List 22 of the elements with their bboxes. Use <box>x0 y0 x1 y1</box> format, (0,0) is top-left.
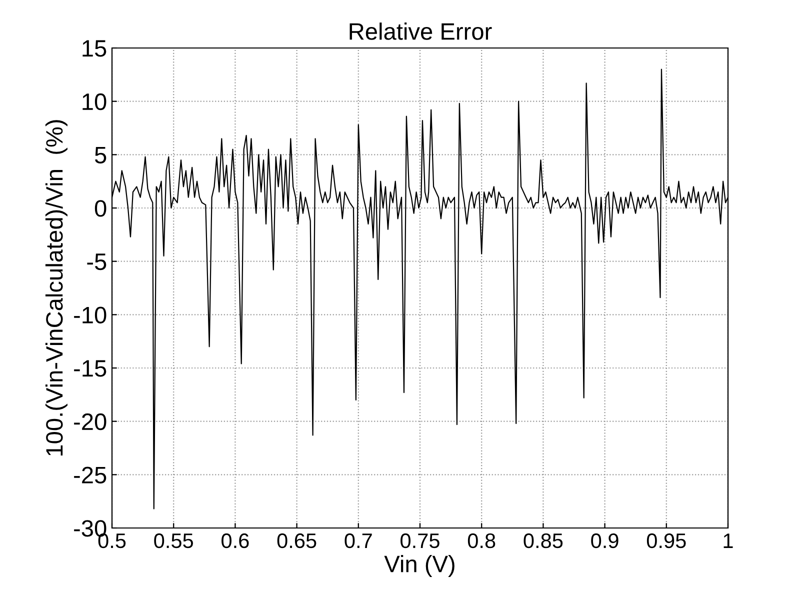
y-tick-label: 5 <box>94 146 106 164</box>
x-axis-title: Vin (V) <box>384 555 454 578</box>
y-tick-label: -10 <box>74 306 106 324</box>
y-tick-label: 0 <box>94 200 106 217</box>
y-tick-label: -20 <box>74 413 106 430</box>
x-tick-label: 0.9 <box>591 533 618 548</box>
y-tick-label: -15 <box>74 360 106 377</box>
y-tick-label: 10 <box>82 93 106 110</box>
x-tick-label: 1 <box>724 534 733 548</box>
x-tick-label: 0.8 <box>468 533 496 548</box>
y-tick-label: -25 <box>74 466 106 484</box>
y-tick-label: -5 <box>87 254 106 270</box>
x-tick-label: 0.95 <box>646 533 686 548</box>
y-tick-label: 15 <box>82 40 106 57</box>
x-tick-label: 0.6 <box>222 533 249 548</box>
x-tick-label: 0.55 <box>154 533 193 548</box>
x-tick-label: 0.75 <box>400 533 440 548</box>
y-axis-title: 100.(Vin-VinCalculated)/Vin (%) <box>45 120 68 456</box>
x-tick-label: 0.7 <box>344 533 372 548</box>
x-tick-label: 0.85 <box>524 533 563 548</box>
x-tick-label: 0.65 <box>277 533 316 548</box>
chart-title: Relative Error <box>350 22 492 40</box>
